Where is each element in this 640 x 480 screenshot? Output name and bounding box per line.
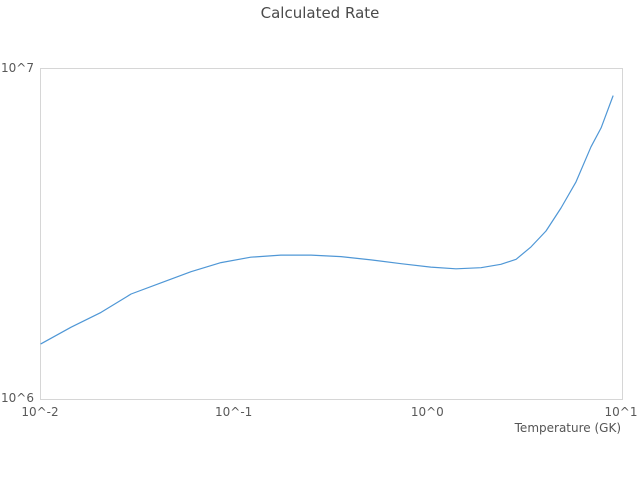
y-tick-label: 10^7 [1, 61, 34, 75]
chart-title: Calculated Rate [260, 4, 380, 22]
plot-area [40, 68, 623, 400]
y-tick-label: 10^6 [1, 391, 34, 405]
rate-curve-line [40, 95, 614, 345]
x-tick-label: 10^-2 [21, 405, 59, 419]
rate-curve-canvas [40, 95, 614, 345]
x-tick-label: 10^1 [604, 405, 638, 419]
x-tick-label: 10^-1 [215, 405, 253, 419]
x-tick-label: 10^0 [410, 405, 444, 419]
x-axis-label: Temperature (GK) [514, 421, 621, 435]
